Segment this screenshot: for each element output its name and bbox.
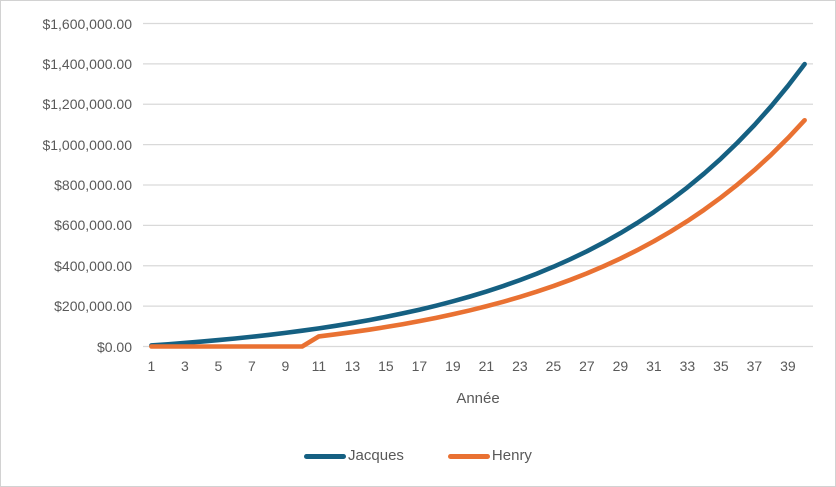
chart-legend: Jacques Henry <box>1 447 835 465</box>
x-tick-label: 9 <box>281 358 290 374</box>
x-tick-label: 23 <box>512 358 528 374</box>
legend-item-jacques: Jacques <box>304 447 404 465</box>
x-tick-label: 13 <box>344 358 361 374</box>
x-tick-label: 31 <box>646 358 662 374</box>
x-tick-label: 35 <box>713 358 729 374</box>
x-axis-title: Année <box>456 390 500 407</box>
x-tick-label: 17 <box>411 358 428 374</box>
legend-label-jacques: Jacques <box>348 447 404 464</box>
x-tick-label: 11 <box>311 358 327 374</box>
x-tick-label: 25 <box>545 358 562 374</box>
y-tick-label: $600,000.00 <box>54 217 132 234</box>
y-tick-label: $1,600,000.00 <box>42 15 132 32</box>
y-tick-label: $1,200,000.00 <box>42 96 132 113</box>
legend-label-henry: Henry <box>491 447 532 464</box>
legend-item-henry: Henry <box>447 447 532 465</box>
x-tick-label: 19 <box>445 358 461 374</box>
x-tick-label: 29 <box>612 358 629 374</box>
x-tick-label: 39 <box>780 358 796 374</box>
y-tick-label: $200,000.00 <box>54 298 132 315</box>
y-tick-label: $1,400,000.00 <box>42 55 132 72</box>
y-tick-label: $1,000,000.00 <box>42 136 132 153</box>
y-tick-label: $400,000.00 <box>54 257 132 274</box>
legend-swatch-jacques <box>304 453 347 459</box>
x-tick-label: 27 <box>579 358 595 374</box>
series-line-jacques <box>149 61 807 348</box>
x-tick-label: 33 <box>679 358 696 374</box>
legend-swatch-henry <box>447 453 490 459</box>
x-tick-label: 15 <box>378 358 394 374</box>
x-tick-label: 3 <box>180 358 189 374</box>
y-tick-label: $800,000.00 <box>54 177 132 193</box>
x-tick-label: 7 <box>247 358 256 374</box>
series-line-henry <box>149 117 807 349</box>
x-tick-label: 5 <box>214 358 223 374</box>
x-tick-label: 1 <box>147 358 156 374</box>
x-tick-label: 37 <box>746 358 763 374</box>
x-tick-label: 21 <box>478 358 495 374</box>
y-tick-label: $0.00 <box>96 338 132 355</box>
